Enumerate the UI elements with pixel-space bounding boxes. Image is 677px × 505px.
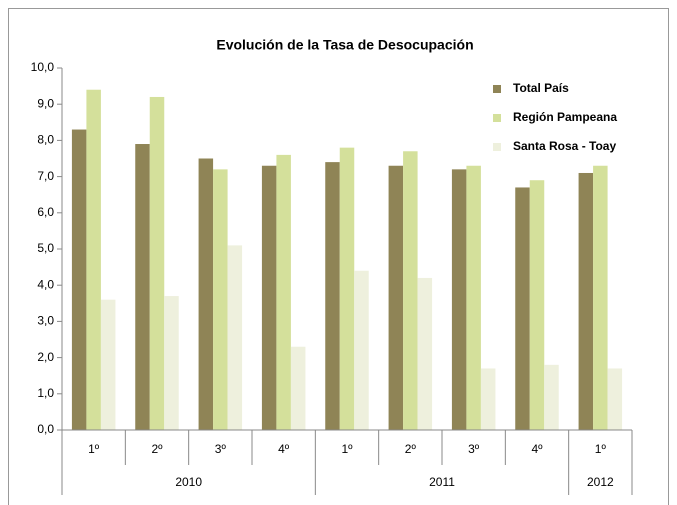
x-tick-label: 1º	[88, 442, 100, 456]
x-tick-label: 3º	[215, 442, 227, 456]
y-tick-label: 9,0	[37, 96, 54, 110]
bar	[578, 172, 594, 431]
bar	[135, 144, 150, 430]
bar	[388, 165, 404, 431]
x-tick-label: 2º	[405, 442, 417, 456]
x-tick-label: 2º	[151, 442, 163, 456]
bar	[339, 147, 355, 430]
bar	[276, 154, 291, 430]
bar	[515, 187, 530, 430]
bar	[403, 151, 418, 430]
legend-swatch	[493, 114, 501, 122]
bar	[71, 129, 87, 431]
bar	[466, 165, 481, 431]
y-tick-label: 2,0	[37, 350, 54, 364]
legend-swatch	[493, 143, 501, 151]
legend-swatch	[493, 85, 501, 93]
x-tick-label: 3º	[468, 442, 480, 456]
bar	[290, 346, 306, 430]
y-tick-label: 1,0	[37, 386, 54, 400]
bar	[227, 245, 243, 430]
bar	[529, 180, 545, 430]
y-tick-label: 0,0	[37, 422, 54, 436]
bar	[544, 364, 559, 430]
group-label: 2011	[429, 475, 455, 489]
y-tick-label: 6,0	[37, 205, 54, 219]
bar	[417, 277, 433, 430]
x-tick-label: 1º	[341, 442, 353, 456]
y-tick-label: 5,0	[37, 241, 54, 255]
y-tick-label: 4,0	[37, 277, 54, 291]
legend-label: Santa Rosa - Toay	[513, 139, 616, 153]
y-tick-label: 7,0	[37, 169, 54, 183]
chart-frame	[8, 8, 669, 505]
bar	[261, 165, 277, 431]
y-tick-label: 3,0	[37, 314, 54, 328]
bar	[607, 368, 623, 430]
bar	[86, 89, 101, 430]
bar	[354, 270, 369, 430]
chart-title: Evolución de la Tasa de Desocupación	[216, 37, 473, 53]
bar	[480, 368, 496, 430]
bar	[451, 169, 467, 431]
bar	[213, 169, 228, 431]
legend-label: Región Pampeana	[513, 110, 617, 124]
bar	[593, 165, 608, 431]
bar	[198, 158, 214, 430]
bar	[149, 96, 165, 431]
x-tick-label: 4º	[278, 442, 290, 456]
bar	[100, 299, 116, 430]
group-label: 2012	[587, 475, 614, 489]
group-label: 2010	[175, 475, 202, 489]
legend-label: Total País	[513, 81, 569, 95]
x-tick-label: 1º	[595, 442, 607, 456]
y-tick-label: 10,0	[31, 60, 55, 74]
x-tick-label: 4º	[531, 442, 543, 456]
y-tick-label: 8,0	[37, 133, 54, 147]
bar	[164, 296, 179, 430]
bar	[325, 162, 340, 430]
